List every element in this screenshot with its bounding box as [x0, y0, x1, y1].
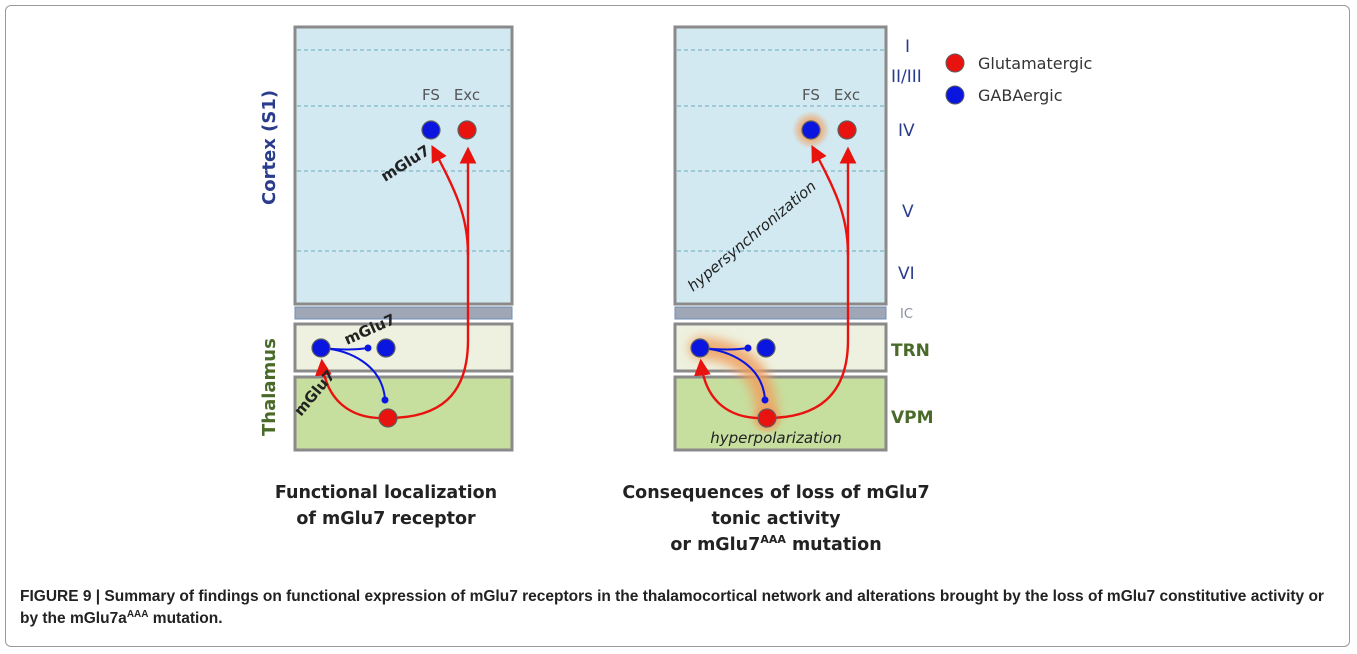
right-panel-title-line2: tonic activity — [711, 509, 841, 529]
legend-gabaergic-swatch — [945, 85, 965, 105]
left-vpm-to-trn-axon — [315, 358, 389, 420]
left-exc-cell — [457, 120, 477, 140]
left-exc-label: Exc — [454, 86, 480, 104]
right-vpm-box — [673, 375, 888, 452]
layer-vi-label: VI — [898, 264, 915, 284]
right-vpm-to-trn-axon — [694, 358, 768, 420]
left-cortex-box — [293, 25, 514, 306]
caption-prefix: FIGURE 9 | Summary of findings on functi… — [20, 588, 1324, 627]
left-vpm-box — [293, 375, 514, 452]
right-fs-label: FS — [802, 86, 820, 104]
left-fs-label: FS — [422, 86, 440, 104]
layer-labels: I II/III IV V VI IC TRN VPM — [891, 37, 934, 428]
left-panel-title-line1: Functional localization — [275, 483, 497, 503]
title-line3-sup: AAA — [760, 533, 786, 546]
legend-glutamatergic-swatch — [945, 53, 965, 73]
legend-glutamatergic-label: Glutamatergic — [978, 54, 1092, 73]
left-ic-band — [294, 306, 513, 320]
left-vpm-to-cortex-axon — [387, 146, 477, 420]
hyperpolarization-label: hyperpolarization — [710, 429, 842, 447]
cortex-region-label: Cortex (S1) — [259, 90, 280, 205]
left-layer-lines — [297, 49, 510, 252]
right-ic-band — [674, 306, 887, 320]
right-trn-to-vpm-inhibition — [700, 347, 766, 400]
layer-ii-iii-label: II/III — [891, 67, 922, 87]
right-panel-title-line3: or mGlu7AAA mutation — [670, 533, 881, 555]
right-cortex-box — [673, 25, 888, 306]
left-axon-to-fs — [431, 145, 470, 256]
layer-v-label: V — [902, 202, 914, 222]
right-panel-title-line1: Consequences of loss of mGlu7 — [622, 483, 929, 503]
right-vpm-cell — [757, 408, 777, 428]
legend-gabaergic-label: GABAergic — [978, 86, 1063, 105]
vpm-label: VPM — [891, 408, 934, 428]
figure-caption: FIGURE 9 | Summary of findings on functi… — [20, 586, 1340, 630]
layer-i-label: I — [905, 37, 910, 57]
right-vpm-synapse — [761, 396, 769, 404]
right-exc-cell — [837, 120, 857, 140]
right-fs-cell — [801, 120, 821, 140]
right-trn-cell-2 — [756, 338, 776, 358]
left-trn-synapse — [364, 344, 372, 352]
title-line3-pre: or mGlu7 — [670, 535, 760, 555]
thalamus-region-label: Thalamus — [259, 338, 280, 436]
ic-label: IC — [900, 307, 913, 322]
title-line3-post: mutation — [786, 535, 882, 555]
thalamocortical-diagram: FS Exc mGlu7 mGlu7 mGlu7 Cortex (S1) Tha… — [259, 25, 1092, 555]
left-trn-cell-1 — [311, 338, 331, 358]
caption-suffix: mutation. — [148, 610, 223, 627]
right-trn-synapse — [744, 344, 752, 352]
left-fs-cell — [421, 120, 441, 140]
left-trn-box — [293, 322, 514, 373]
caption-superscript: AAA — [126, 608, 149, 620]
legend: Glutamatergic GABAergic — [945, 53, 1092, 105]
right-exc-label: Exc — [834, 86, 860, 104]
right-panel: FS Exc hypersynchronization hyperpolariz… — [622, 25, 930, 555]
trn-label: TRN — [891, 341, 930, 361]
right-trn-cell-1 — [690, 338, 710, 358]
right-vpm-to-cortex-axon — [766, 146, 857, 420]
left-vpm-cell — [378, 408, 398, 428]
left-panel-title-line2: of mGlu7 receptor — [296, 509, 476, 529]
right-axon-to-fs — [811, 145, 850, 256]
layer-iv-label: IV — [898, 121, 915, 141]
left-panel: FS Exc mGlu7 mGlu7 mGlu7 Cortex (S1) Tha… — [259, 25, 514, 529]
left-trn-cell-2 — [376, 338, 396, 358]
figure-frame — [5, 5, 1350, 647]
left-vpm-synapse — [381, 396, 389, 404]
